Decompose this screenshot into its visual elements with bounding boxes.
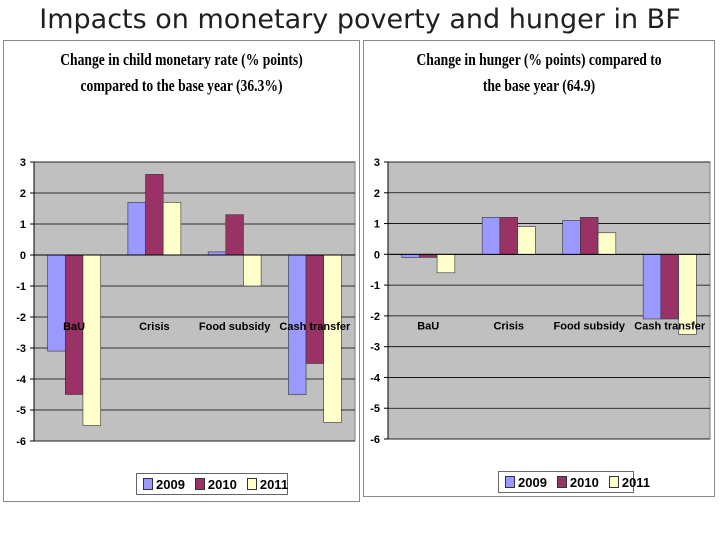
hunger-chart: 3 2 1 0 -1 -2 -3 -4 -5 -6 BaU Crisis Food subsidy Cas…	[370, 157, 711, 446]
hunger-y-tick-label: -2	[370, 311, 380, 323]
legend-label-2009: 2009	[156, 476, 185, 492]
monetary-rate-chart-panel: Change in child monetary rate (% points)…	[3, 40, 360, 502]
monetary-y-tick-label: 0	[20, 250, 26, 262]
hunger-bar-2010-crisis	[499, 217, 518, 255]
monetary-y-tick-label: -3	[16, 343, 26, 355]
monetary-rate-legend: 2009 2010 2011	[136, 473, 288, 495]
hunger-y-tick-label: 2	[374, 188, 380, 200]
monetary-bar-2010-cash-transfer	[305, 254, 325, 364]
monetary-bar-2011-food-subsidy	[243, 254, 262, 287]
monetary-y-tick-label: 2	[20, 188, 26, 200]
monetary-y-tick-label: -5	[16, 405, 26, 417]
hunger-y-tick-label: -5	[370, 403, 380, 415]
hunger-y-tick-label: 3	[374, 157, 380, 169]
hunger-y-tick-label: -3	[370, 342, 380, 354]
hunger-category-label: BaU	[417, 320, 439, 332]
hunger-y-tick-label: 1	[374, 219, 380, 231]
monetary-rate-chart-title: Change in child monetary rate (% points)…	[40, 47, 324, 99]
monetary-rate-title-line-2: compared to the base year (36.3%)	[80, 76, 283, 95]
monetary-bar-2009-bau	[47, 254, 66, 352]
hunger-y-tick-label: -6	[370, 434, 380, 446]
legend-item-2009: 2009	[505, 475, 547, 490]
legend-swatch-2010	[556, 476, 567, 488]
legend-swatch-2011	[608, 476, 619, 488]
legend-swatch-2009	[143, 478, 153, 490]
monetary-y-tick-label: -1	[16, 281, 26, 293]
legend-label-2009: 2009	[518, 474, 547, 490]
monetary-y-tick-label: -2	[16, 312, 26, 324]
hunger-bar-2010-food-subsidy	[580, 217, 599, 255]
monetary-bar-2010-crisis	[145, 174, 164, 256]
monetary-category-label: Cash transfer	[279, 321, 351, 333]
hunger-chart-panel: Change in hunger (% points) compared to …	[363, 40, 715, 497]
monetary-y-tick-label: 1	[20, 219, 26, 231]
hunger-bar-2010-cash-transfer	[660, 254, 679, 320]
legend-swatch-2009	[505, 476, 515, 488]
hunger-legend: 2009 2010 2011	[498, 471, 650, 493]
legend-label-2011: 2011	[259, 476, 289, 492]
monetary-y-tick-label: 3	[20, 157, 26, 169]
monetary-category-label: Crisis	[139, 321, 170, 333]
hunger-title-line-1: Change in hunger (% points) compared to	[416, 50, 662, 69]
hunger-title-line-2: the base year (64.9)	[482, 76, 596, 95]
monetary-category-label: Food subsidy	[199, 321, 271, 333]
legend-swatch-2011	[246, 478, 257, 490]
hunger-category-label: Cash transfer	[634, 320, 706, 332]
monetary-bar-2011-cash-transfer	[323, 254, 342, 423]
legend-label-2010: 2010	[207, 476, 237, 492]
hunger-y-tick-label: -1	[370, 280, 380, 292]
legend-item-2010: 2010	[556, 474, 599, 490]
legend-item-2009: 2009	[143, 477, 185, 492]
slide-title: Impacts on monetary poverty and hunger i…	[39, 4, 681, 35]
hunger-y-tick-label: -4	[370, 372, 381, 384]
legend-label-2011: 2011	[621, 474, 651, 490]
monetary-rate-title-line-1: Change in child monetary rate (% points)	[60, 50, 303, 69]
monetary-bar-2010-food-subsidy	[225, 214, 244, 256]
hunger-bar-2009-food-subsidy	[562, 220, 581, 255]
hunger-bar-2011-food-subsidy	[597, 232, 617, 255]
monetary-y-tick-label: -4	[16, 374, 27, 386]
hunger-category-label: Crisis	[493, 320, 524, 332]
monetary-bar-2009-crisis	[127, 202, 146, 256]
hunger-chart-title: Change in hunger (% points) compared to …	[399, 47, 679, 99]
legend-label-2010: 2010	[569, 474, 599, 490]
monetary-bar-2011-bau	[82, 254, 101, 426]
monetary-rate-chart: 3 2 1 0 -1 -2 -3 -4 -5 -6 BaU Crisis Food subsidy Cas…	[16, 157, 356, 448]
hunger-bar-2009-crisis	[481, 217, 501, 255]
legend-item-2011: 2011	[608, 474, 651, 490]
hunger-bar-2009-cash-transfer	[642, 254, 662, 320]
legend-item-2010: 2010	[194, 476, 237, 492]
legend-item-2011: 2011	[246, 476, 289, 492]
hunger-category-label: Food subsidy	[554, 320, 626, 332]
monetary-category-label: BaU	[63, 321, 85, 333]
monetary-bar-2011-crisis	[162, 202, 182, 256]
monetary-y-tick-label: -6	[16, 436, 26, 448]
hunger-bar-2011-bau	[436, 254, 456, 274]
hunger-y-tick-label: 0	[374, 249, 380, 261]
hunger-bar-2011-crisis	[517, 226, 536, 255]
legend-swatch-2010	[194, 478, 205, 490]
